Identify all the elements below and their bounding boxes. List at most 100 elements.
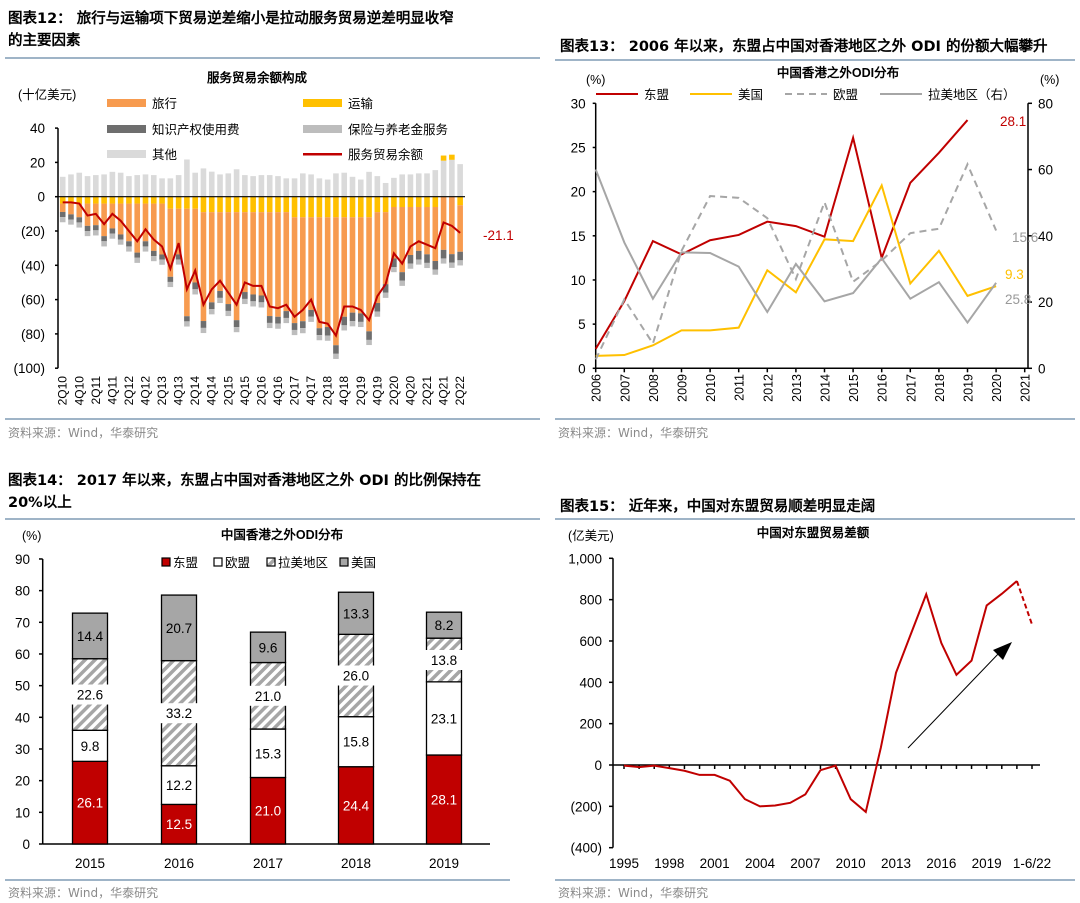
y-tick-label: (100) [13,361,45,376]
y-tick-label: 0 [594,758,602,773]
trend-arrow-head-icon [993,642,1012,660]
us-segment [160,594,198,662]
data-label: 23.1 [431,711,457,726]
eu-segment [249,728,287,779]
ip-fee-bar [424,254,430,263]
y-axis-unit: (亿美元) [568,528,614,543]
travel-bar [109,203,116,229]
transport-bar [374,196,381,213]
x-tick-label: 2010 [836,856,866,871]
balance-end-label: -21.1 [483,228,514,243]
legend-label: 服务贸易余额 [348,147,424,162]
other-bar [449,159,455,197]
ip-fee-bar [382,284,389,293]
ip-fee-bar [242,292,248,299]
travel-bar [208,212,215,303]
insurance-bar [200,327,207,334]
ip-fee-bar [117,234,124,240]
travel-bar [374,212,381,304]
trade-balance-line [623,580,1018,814]
other-bar [283,178,290,197]
y-tick-label: (60) [21,293,45,308]
ip-fee-bar [142,241,149,247]
x-tick-label: 2010 [704,374,718,402]
transport-bar [93,196,99,204]
x-tick-label: 2Q22 [453,376,467,406]
insurance-bar [150,256,157,262]
insurance-bar [175,259,182,265]
transport-bar [225,196,232,213]
ip-fee-bar [449,254,455,263]
x-tick-label: 2Q10 [56,376,70,406]
ip-fee-bar [341,316,348,326]
figure-12-title: 图表12： 旅行与运输项下贸易逆差缩小是拉动服务贸易逆差明显收窄 的主要因素 [8,8,454,52]
y-tick-label: 600 [579,634,602,649]
other-bar [59,176,66,197]
ip-fee-bar [275,316,281,324]
eu-line [594,161,998,360]
travel-bar [382,212,389,285]
y-tick-label: 0 [22,837,30,852]
asean-segment [249,776,287,845]
travel-bar [167,208,174,277]
travel-bar [117,203,124,235]
transport-bar [175,196,182,209]
legend-swatch [266,557,276,567]
travel-bar [266,212,273,317]
other-bar [391,177,397,197]
x-tick-label: 2018 [933,374,947,402]
data-label: 9.6 [259,640,278,655]
transport-bar [142,196,149,204]
legend-swatch [303,99,342,107]
other-bar [117,172,124,197]
insurance-bar [167,281,174,288]
other-bar [374,176,381,197]
data-label: 21.0 [255,689,281,704]
insurance-bar [225,310,232,317]
data-label: 22.6 [77,688,103,703]
ip-fee-bar [266,316,273,323]
other-bar [258,175,265,197]
insurance-bar [316,335,323,341]
ip-fee-bar [109,228,116,234]
transport-bar [167,196,174,209]
legend-label: 欧盟 [833,88,858,102]
divider [5,418,540,420]
y-tick-label: 40 [15,710,30,725]
legend-swatch-line [303,153,342,156]
x-tick-label: 4Q17 [304,376,318,406]
other-bar [192,172,198,197]
x-tick-label: 4Q12 [139,376,153,406]
transport-bar [457,196,463,206]
ip-fee-bar [415,250,422,260]
x-tick-label: 2Q19 [354,376,368,406]
insurance-bar [333,353,339,359]
other-bar [308,174,314,197]
transport-bar [283,196,290,213]
chart-title: 中国香港之外ODI分布 [221,527,344,542]
x-tick-label: 2Q21 [420,376,434,406]
transport-bar [258,196,265,213]
x-tick-label: 4Q18 [337,376,351,406]
other-bar [68,174,74,197]
x-tick-label: 2Q18 [321,376,335,406]
data-label: 12.2 [166,778,192,793]
y-tick-label-right: 40 [1038,229,1053,244]
travel-bar [225,212,232,305]
other-bar [341,172,348,197]
y-tick-label: 60 [15,647,30,662]
insurance-bar [440,258,447,264]
x-tick-label: 2006 [590,374,604,402]
data-label: 24.4 [343,798,370,813]
x-tick-label: 1995 [609,856,639,871]
ip-fee-bar [134,252,141,258]
other-bar [159,178,165,197]
insurance-bar [84,231,91,237]
data-label: 14.4 [77,629,104,644]
other-bar [432,170,439,197]
y-tick-label-left: 25 [571,140,586,155]
x-tick-label: 4Q15 [238,376,252,406]
insurance-bar [407,263,414,269]
insurance-bar [184,321,190,327]
other-bar [126,176,132,197]
